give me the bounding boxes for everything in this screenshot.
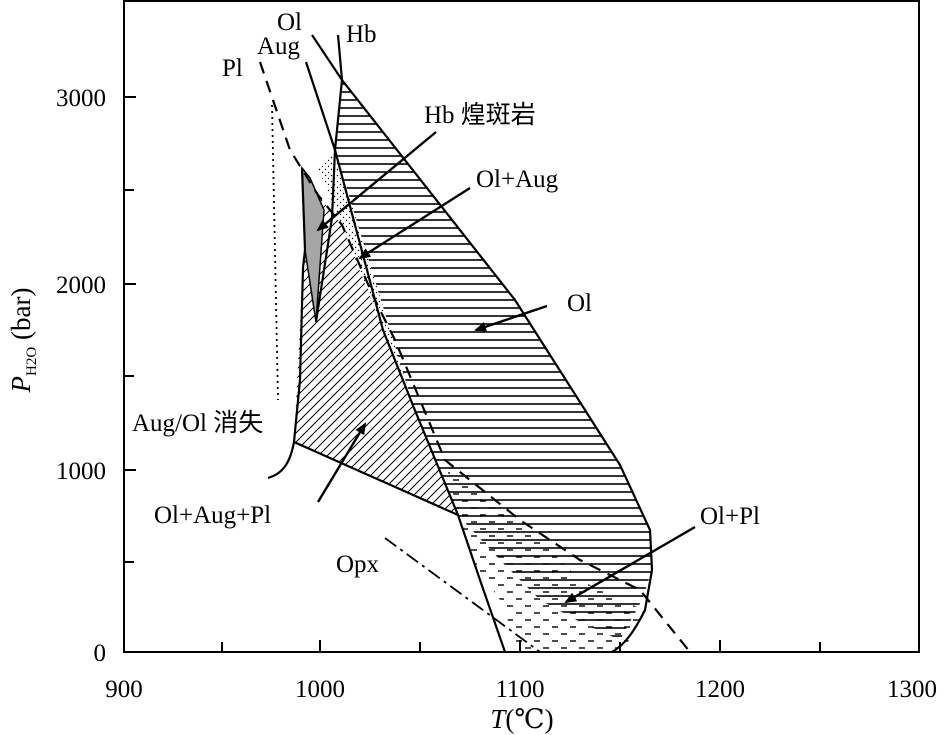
x-axis-title: T(℃)	[490, 704, 553, 734]
x-tick-label: 1000	[295, 676, 345, 703]
curve-label-hb: Hb	[346, 21, 377, 48]
opx-curve	[384, 537, 541, 653]
x-axis-unit: (℃)	[505, 704, 553, 734]
y-axis-title: PH2O (bar)	[6, 288, 40, 394]
x-tick-label: 1100	[495, 676, 544, 703]
leader-arrows	[316, 131, 696, 604]
y-axis-subscript: H2O	[24, 347, 40, 376]
y-axis-unit: (bar)	[6, 288, 36, 347]
field-label-ol-aug: Ol+Aug	[476, 166, 559, 193]
y-axis-symbol: P	[6, 376, 36, 394]
field-label-ol-aug-pl: Ol+Aug+Pl	[154, 502, 271, 529]
curve-label-aug: Aug	[257, 33, 301, 60]
field-label-ol: Ol	[567, 290, 592, 317]
curve-label-opx: Opx	[336, 551, 380, 578]
phase-boundaries	[258, 34, 691, 653]
x-tick-label: 900	[105, 676, 143, 703]
x-tick-labels: 900 1000 1100 1200 1300	[105, 676, 937, 703]
x-tick-label: 1300	[887, 676, 937, 703]
y-tick-label: 2000	[56, 272, 106, 299]
field-label-aug-ol-disappear: Aug/Ol 消失	[132, 409, 263, 437]
plot-frame	[123, 0, 920, 653]
curve-label-ol: Ol	[277, 9, 302, 36]
arrow-hb-porphyry	[316, 131, 437, 232]
curve-labels: Ol Hb Aug Pl Opx	[222, 9, 380, 578]
aug-curve	[304, 61, 507, 653]
field-ol-aug-pl	[294, 195, 458, 515]
aug-ol-vertical-dotted	[271, 104, 279, 401]
arrow-ol-pl	[564, 525, 696, 604]
field-ol-pl	[445, 460, 645, 652]
hb-curve	[314, 34, 344, 323]
y-tick-label: 1000	[56, 458, 106, 485]
aug-ol-disappear-curve	[267, 167, 307, 480]
y-tick-label: 3000	[56, 85, 106, 112]
y-tick-labels: 0 1000 2000 3000	[56, 85, 106, 667]
axis-ticks	[124, 96, 821, 652]
curve-label-pl: Pl	[222, 55, 243, 82]
field-label-hb-porphyry: Hb 煌斑岩	[424, 101, 536, 129]
field-labels: Hb 煌斑岩 Ol+Aug Ol Aug/Ol 消失 Ol+Aug+Pl Ol+…	[132, 101, 760, 530]
arrow-ol-aug-pl	[316, 422, 367, 503]
arrow-ol	[474, 304, 548, 332]
x-axis-symbol: T	[490, 704, 507, 734]
x-tick-label: 1200	[695, 676, 745, 703]
field-ol	[335, 80, 652, 640]
ol-aug-pl-lower-boundary	[293, 440, 459, 517]
arrow-ol-aug	[358, 186, 471, 260]
pl-curve	[258, 61, 691, 653]
y-tick-label: 0	[94, 640, 107, 667]
field-label-ol-pl: Ol+Pl	[700, 503, 760, 530]
